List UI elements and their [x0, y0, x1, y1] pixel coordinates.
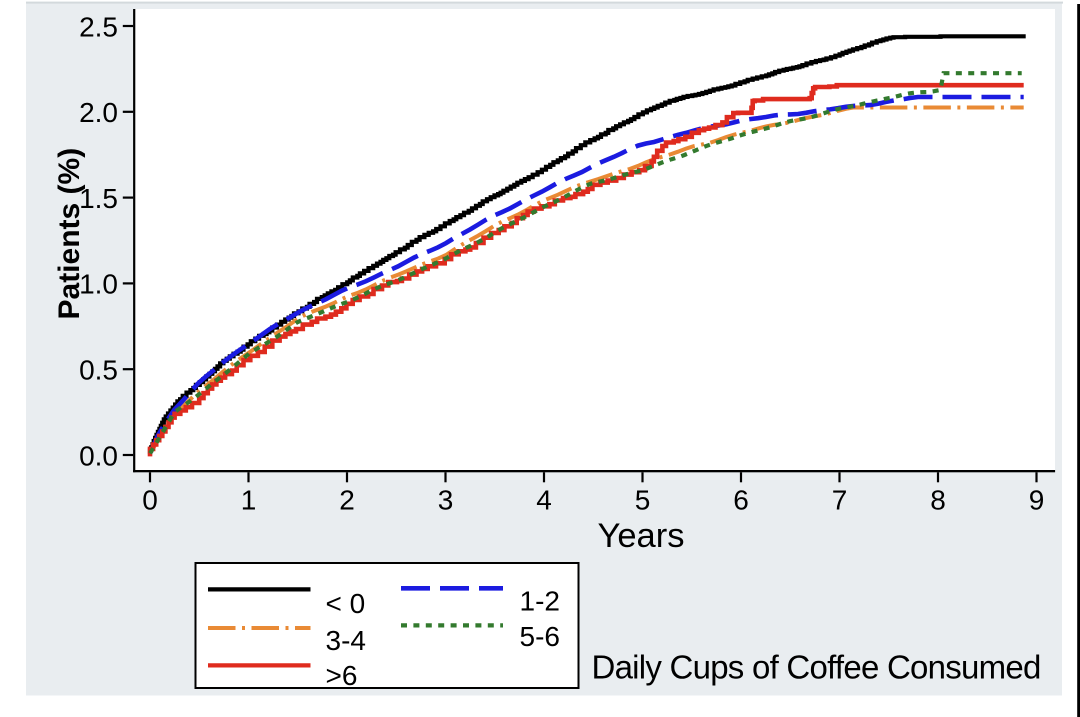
svg-text:2.5: 2.5	[79, 11, 118, 42]
svg-text:1-2: 1-2	[520, 586, 560, 617]
svg-text:3-4: 3-4	[326, 625, 366, 656]
svg-text:3: 3	[438, 485, 454, 516]
svg-text:4: 4	[536, 485, 552, 516]
svg-text:2.0: 2.0	[79, 97, 118, 128]
svg-text:0: 0	[142, 485, 158, 516]
svg-text:0.5: 0.5	[79, 355, 118, 386]
svg-text:5-6: 5-6	[520, 621, 560, 652]
svg-text:Years: Years	[598, 517, 685, 555]
svg-text:1: 1	[241, 485, 257, 516]
svg-text:6: 6	[733, 485, 749, 516]
svg-text:5: 5	[635, 485, 651, 516]
svg-text:Daily Cups of Coffee Consumed: Daily Cups of Coffee Consumed	[592, 649, 1041, 686]
svg-text:>6: >6	[326, 660, 358, 691]
svg-text:9: 9	[1029, 485, 1045, 516]
svg-text:Patients (%): Patients (%)	[53, 148, 86, 320]
svg-text:2: 2	[339, 485, 355, 516]
svg-text:8: 8	[930, 485, 946, 516]
svg-text:1.0: 1.0	[79, 269, 118, 300]
svg-text:1.5: 1.5	[79, 183, 118, 214]
svg-text:< 0: < 0	[326, 588, 366, 619]
svg-text:7: 7	[832, 485, 848, 516]
svg-text:0.0: 0.0	[79, 440, 118, 471]
